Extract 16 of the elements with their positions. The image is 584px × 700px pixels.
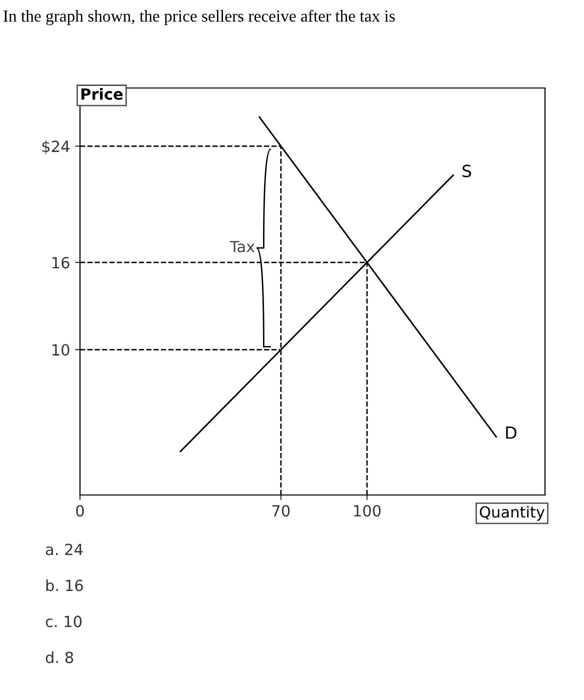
y-tick-label: $24	[42, 140, 70, 154]
text: a. 24	[46, 544, 83, 556]
series-label: S	[462, 164, 472, 178]
chart-title: In the graph shown, the price sellers receive after the tax is	[4, 10, 395, 26]
x-tick-label: 70	[272, 504, 290, 517]
x-tick-label: 100	[354, 504, 381, 517]
text: c. 10	[46, 616, 82, 628]
text: d. 8	[46, 651, 74, 664]
annotation: Tax	[230, 240, 255, 252]
y-axis-title: Price	[81, 88, 123, 100]
text: b. 16	[46, 579, 83, 592]
x-axis-title: Quantity	[480, 506, 545, 521]
x-tick-label: 0	[76, 504, 84, 517]
series-label: D	[506, 426, 516, 439]
y-tick-label: 10	[52, 344, 70, 356]
y-tick-label: 16	[52, 256, 70, 268]
